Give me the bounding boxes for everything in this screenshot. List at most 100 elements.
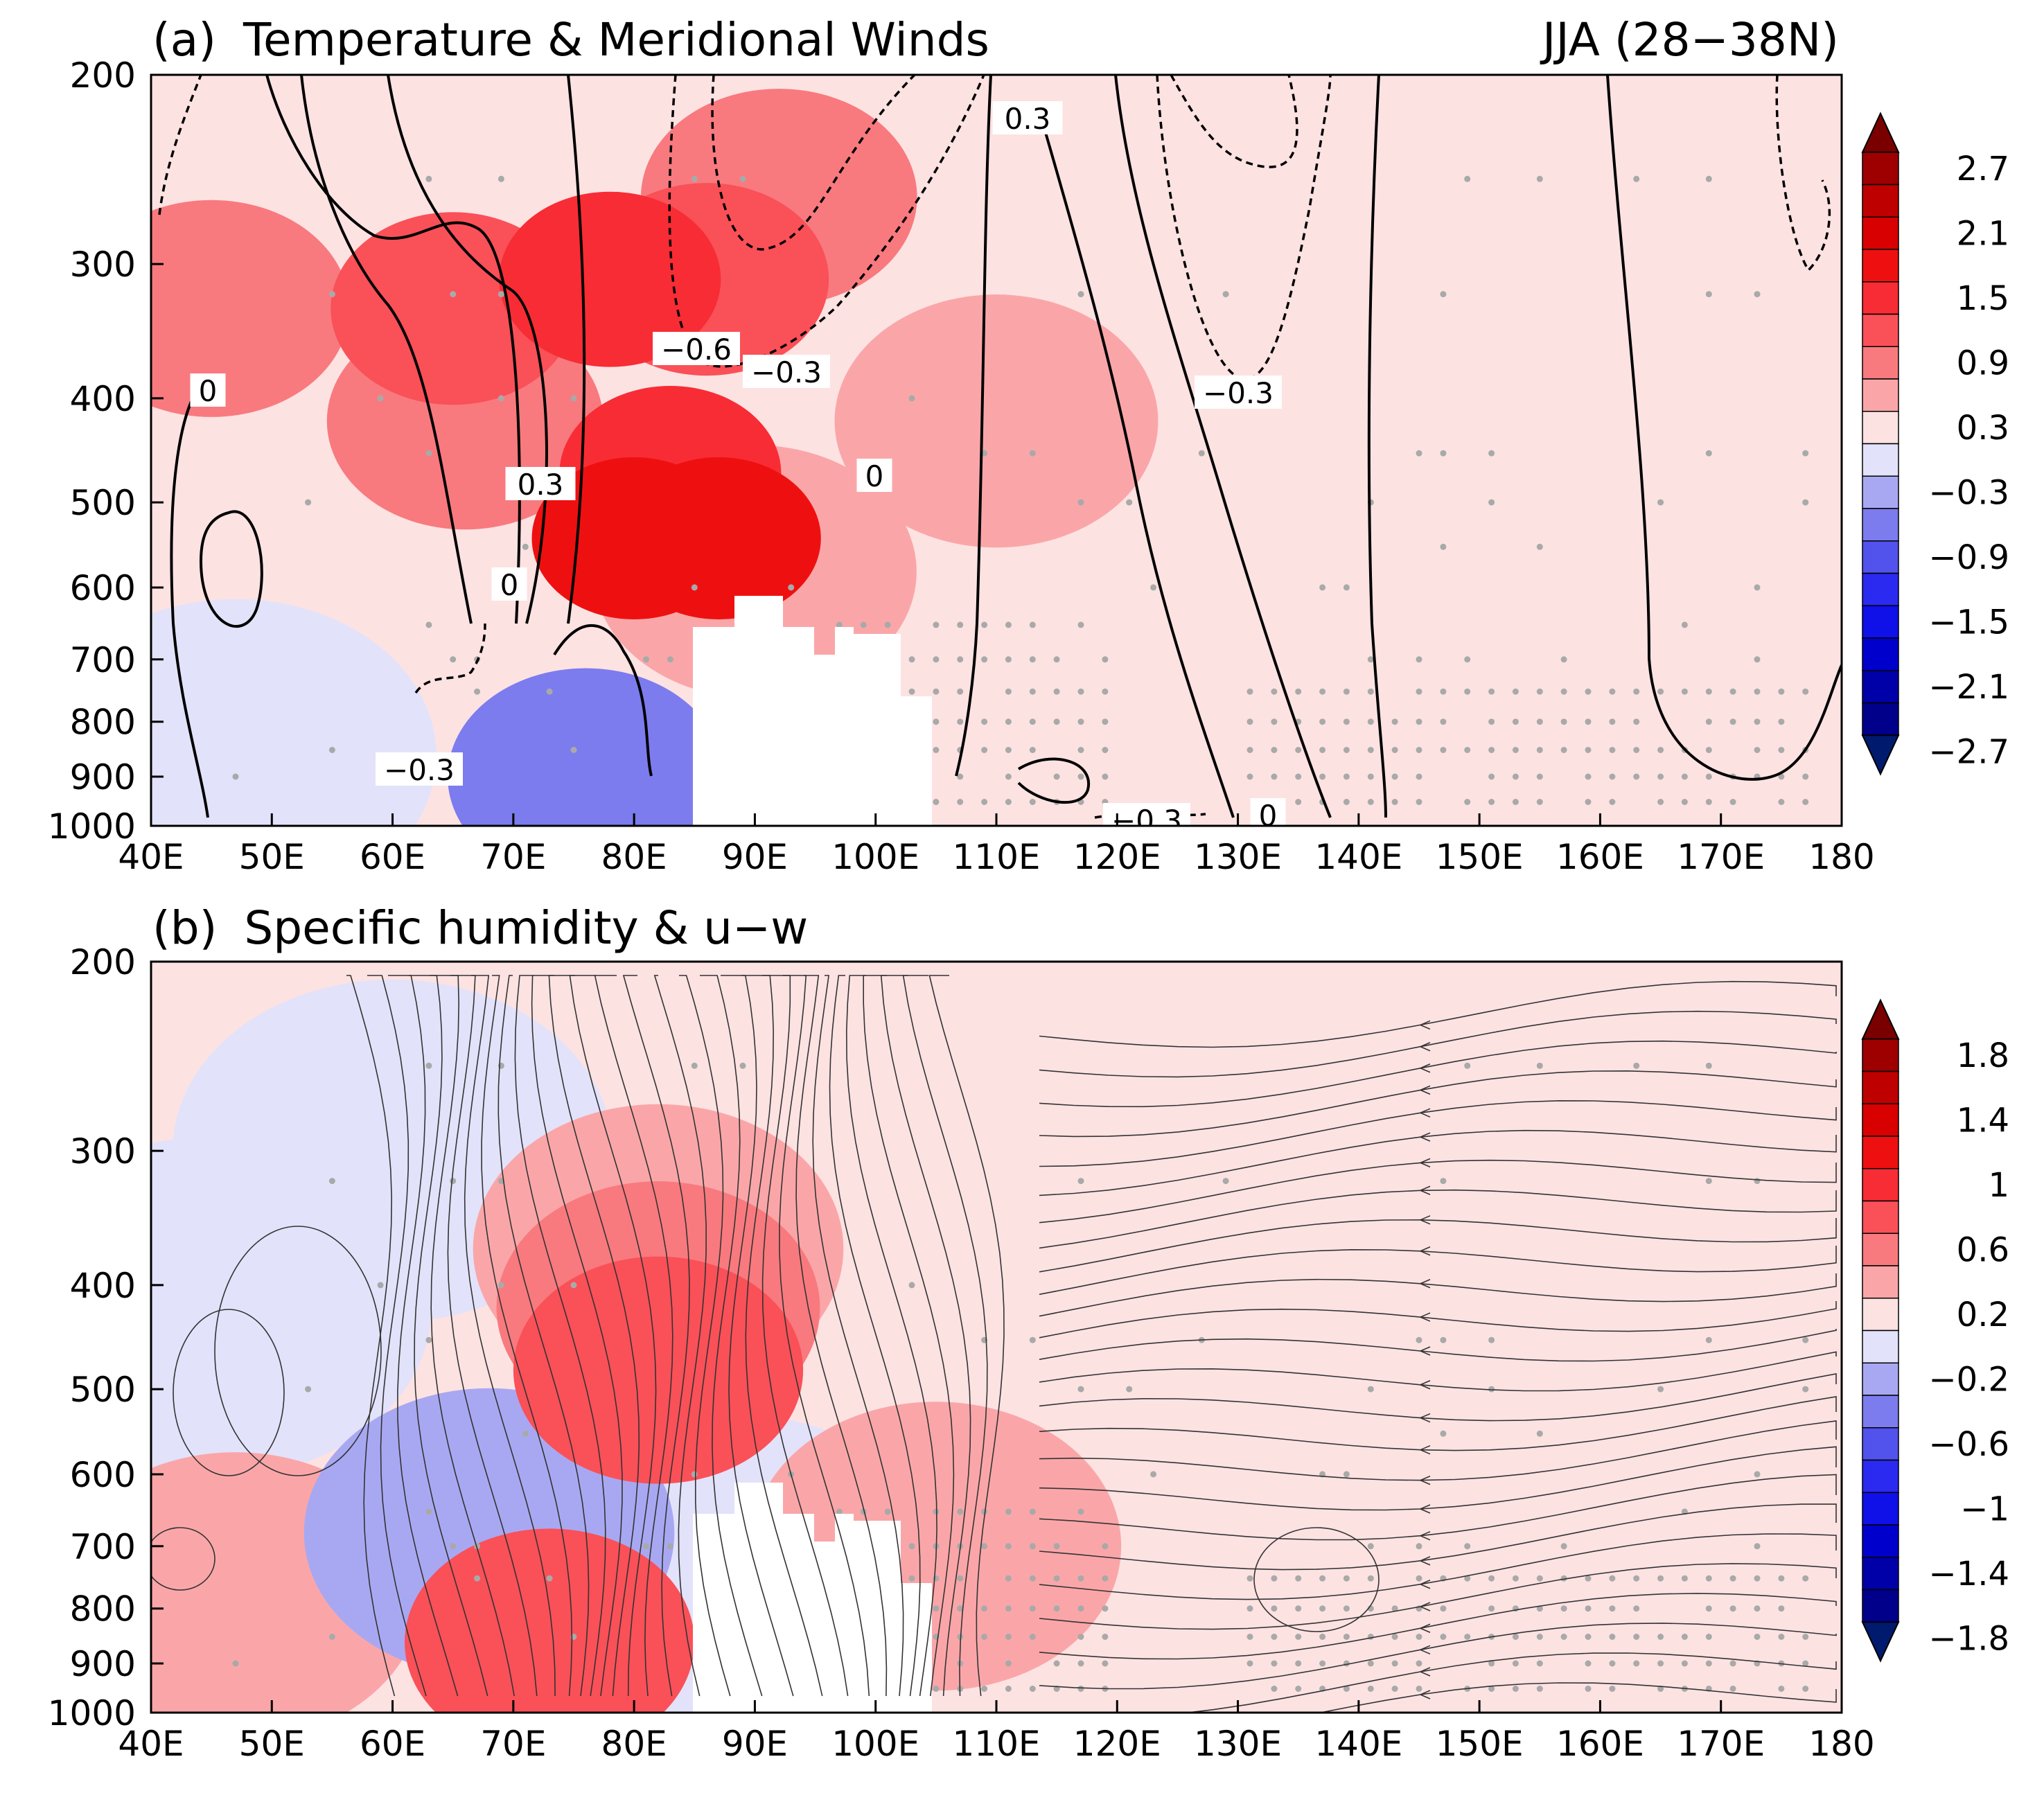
colorbar-label: −0.9 [1928, 538, 2009, 577]
x-tick-label: 160E [1556, 837, 1644, 877]
y-tick-label: 300 [70, 1131, 136, 1172]
significance-dot [1029, 718, 1036, 725]
y-tick-label: 900 [70, 757, 136, 797]
significance-dot [1778, 1686, 1785, 1692]
significance-dot [1077, 1508, 1084, 1515]
panel-b-title-text: Specific humidity & u−w [244, 901, 808, 955]
colorbar-swatch [1862, 1103, 1899, 1137]
significance-dot [1029, 1336, 1036, 1343]
significance-dot [328, 1178, 335, 1185]
significance-dot [1657, 773, 1664, 780]
significance-dot [1102, 747, 1109, 753]
colorbar-swatch [1862, 1459, 1899, 1493]
significance-dot [570, 747, 577, 753]
significance-dot [1053, 718, 1060, 725]
significance-dot [1271, 688, 1278, 695]
streamline-arrow [1418, 1667, 1431, 1677]
significance-dot [981, 1686, 988, 1692]
significance-dot [1705, 1575, 1712, 1582]
x-tick-label: 170E [1677, 1724, 1765, 1764]
colorbar-label: 2.1 [1957, 215, 2009, 254]
significance-dot [1488, 718, 1495, 725]
x-tick-label: 40E [118, 1724, 184, 1764]
streamline-arrow [1418, 1085, 1431, 1095]
y-tick-label: 200 [70, 942, 136, 982]
significance-dot [232, 1660, 239, 1667]
streamline-eddy [173, 1309, 285, 1476]
significance-dot [1754, 1178, 1761, 1185]
significance-dot [1319, 718, 1326, 725]
significance-dot [981, 1508, 988, 1515]
x-tick-label: 90E [722, 837, 788, 877]
significance-dot [1536, 1430, 1543, 1437]
significance-dot [1440, 291, 1447, 298]
streamline [1039, 980, 1837, 1048]
significance-dot [1657, 799, 1664, 805]
streamline-arrow [1418, 1556, 1431, 1566]
significance-dot [1343, 1686, 1350, 1692]
significance-dot [1536, 1062, 1543, 1069]
streamline [812, 975, 904, 1697]
significance-dot [1585, 1605, 1592, 1612]
x-tick-label: 100E [831, 837, 919, 877]
colorbar-label: 1 [1988, 1166, 2009, 1205]
significance-dot [328, 291, 335, 298]
significance-dot [1077, 1178, 1084, 1185]
x-tick-label: 80E [601, 1724, 667, 1764]
significance-dot [836, 621, 843, 628]
significance-dot [1536, 1605, 1543, 1612]
significance-dot [1705, 1660, 1712, 1667]
significance-dot [1077, 1386, 1084, 1393]
contour-label-bg [743, 355, 830, 388]
panel-b-label: (b) [152, 901, 217, 955]
significance-dot [1705, 450, 1712, 457]
significance-dot [1488, 499, 1495, 506]
significance-dot [1343, 773, 1350, 780]
colorbar-swatch [1862, 1589, 1899, 1623]
streamline [761, 975, 849, 1697]
significance-dot [1512, 688, 1519, 695]
colorbar-swatch [1862, 184, 1899, 218]
colorbar-label: 0.6 [1957, 1231, 2009, 1270]
colorbar-label: 2.7 [1957, 150, 2009, 188]
colorbar-swatch [1862, 249, 1899, 283]
significance-dot [1609, 688, 1616, 695]
significance-dot [1778, 1575, 1785, 1582]
significance-dot [1391, 747, 1398, 753]
significance-dot [1246, 1605, 1253, 1612]
contour-label: 0 [1259, 799, 1278, 833]
significance-dot [1657, 499, 1664, 506]
significance-dot [1705, 1336, 1712, 1343]
streamline [1039, 1129, 1837, 1196]
streamline [464, 975, 556, 1697]
significance-dot [1416, 718, 1422, 725]
significance-dot [450, 1178, 457, 1185]
significance-dot [546, 688, 553, 695]
significance-dot [1633, 747, 1640, 753]
wind-contour-negative [414, 623, 486, 694]
significance-dot [546, 1575, 553, 1582]
significance-dot [1053, 773, 1060, 780]
x-tick-label: 150E [1436, 1724, 1524, 1764]
y-tick-label: 1000 [48, 806, 136, 847]
significance-dot [1488, 688, 1495, 695]
significance-dot [425, 175, 432, 182]
significance-dot [1367, 656, 1374, 663]
streamline [741, 975, 823, 1697]
significance-dot [425, 1508, 432, 1515]
x-tick-label: 110E [952, 1724, 1040, 1764]
significance-dot [1005, 1605, 1012, 1612]
colorbar-swatch [1862, 1298, 1899, 1332]
wind-contour-negative [1156, 75, 1332, 380]
significance-dot [1657, 747, 1664, 753]
wind-contour [1038, 110, 1235, 818]
significance-dot [1053, 1543, 1060, 1550]
panel-b-title: (b) Specific humidity & u−w [152, 901, 808, 955]
streamline [548, 975, 640, 1697]
significance-dot [1053, 656, 1060, 663]
panel-a-title-text: Temperature & Meridional Winds [243, 13, 989, 67]
significance-dot [497, 175, 504, 182]
significance-dot [1102, 1634, 1109, 1640]
significance-dot [933, 1605, 940, 1612]
significance-dot [1295, 747, 1302, 753]
